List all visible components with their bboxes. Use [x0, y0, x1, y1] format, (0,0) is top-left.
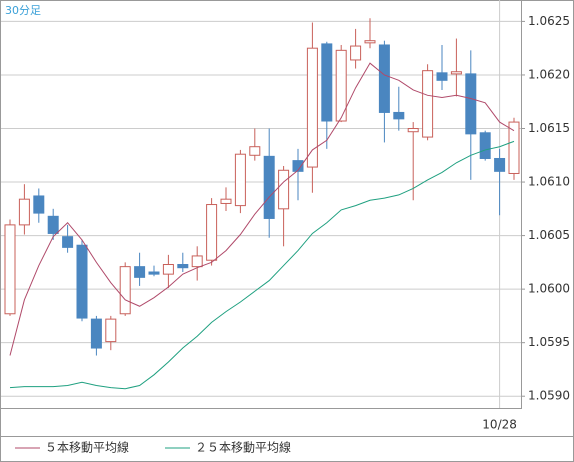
candle-body	[105, 318, 117, 343]
candle-body	[436, 72, 448, 81]
y-tick-label: 1.0595	[528, 335, 570, 349]
y-tick-label: 1.0625	[528, 14, 570, 28]
y-tick-label: 1.0605	[528, 228, 570, 242]
y-tick-label: 1.0600	[528, 282, 570, 296]
candle-body	[494, 157, 506, 172]
candle-body	[90, 318, 102, 349]
candle-body	[422, 70, 434, 138]
candle-body	[62, 236, 74, 248]
candle-body	[393, 111, 405, 120]
x-tick-label: 10/28	[482, 418, 517, 432]
candle-body	[206, 204, 218, 261]
candle-body	[148, 271, 160, 275]
candle-body	[220, 198, 232, 204]
candle-body	[321, 43, 333, 122]
y-tick-label: 1.0620	[528, 67, 570, 81]
candle-body	[350, 45, 362, 61]
candle-body	[378, 44, 390, 113]
candle-body	[162, 264, 174, 275]
candle-body	[465, 73, 477, 135]
moving-average-line	[9, 62, 515, 356]
candle-body	[76, 244, 88, 319]
candle-body	[364, 40, 376, 44]
candle-body	[191, 255, 203, 268]
candle-body	[278, 169, 290, 210]
candle-body	[234, 153, 246, 207]
candle-body	[18, 198, 30, 226]
candle-body	[479, 132, 491, 159]
candle-body	[134, 266, 146, 278]
moving-average-line	[9, 140, 515, 390]
candle-body	[263, 155, 275, 219]
candle-body	[306, 47, 318, 168]
candle-body	[33, 195, 45, 214]
y-tick-label: 1.0590	[528, 389, 570, 403]
candle-body	[4, 224, 16, 315]
candle-body	[450, 71, 462, 75]
candle-body	[249, 146, 261, 156]
chart-title: 30分足	[5, 4, 41, 17]
candle-body	[407, 128, 419, 133]
candle-body	[119, 266, 131, 315]
y-tick-label: 1.0610	[528, 175, 570, 189]
plot-area	[0, 0, 522, 409]
legend-label: ５本移動平均線	[45, 440, 129, 455]
candle-body	[335, 49, 347, 122]
candle-body	[47, 215, 59, 234]
legend-label: ２５本移動平均線	[195, 440, 291, 455]
candle-body	[177, 264, 189, 269]
candle-body	[292, 160, 304, 172]
candle-body	[508, 121, 520, 174]
y-tick-label: 1.0615	[528, 121, 570, 135]
